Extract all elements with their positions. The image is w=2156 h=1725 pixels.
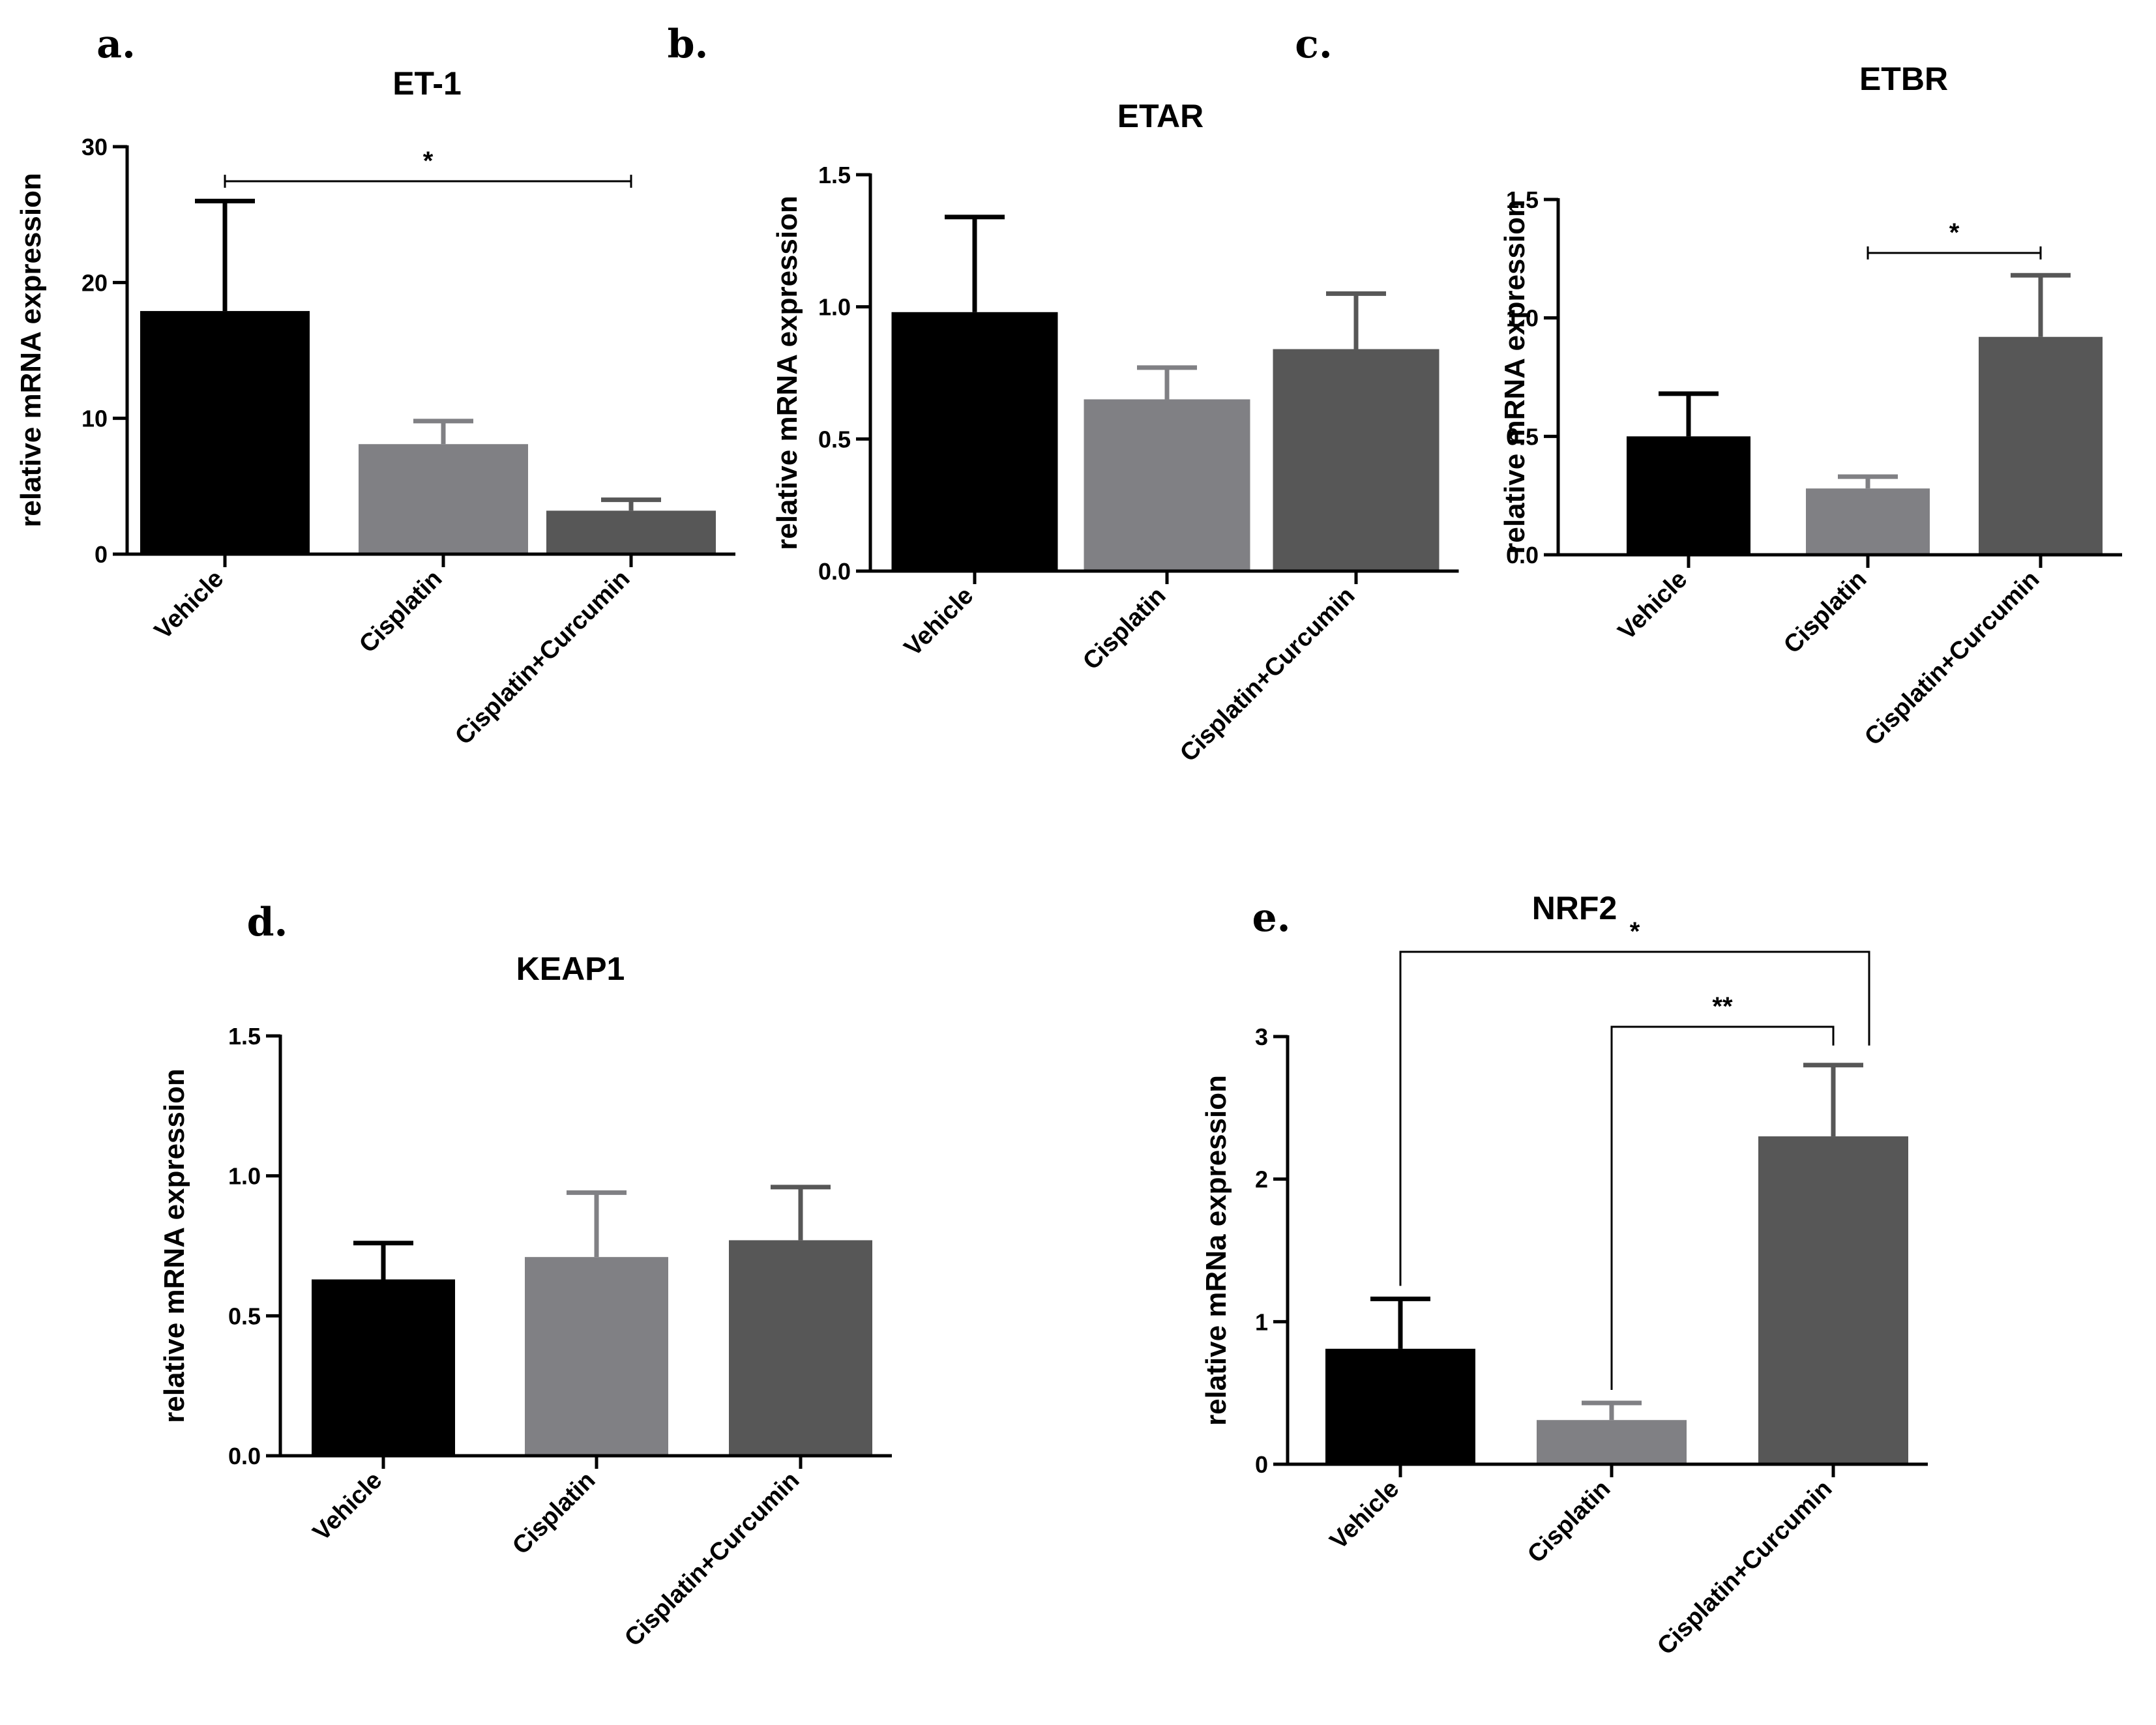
x-tick-label: Vehicle xyxy=(308,1467,387,1546)
x-tick-label: Cisplatin+Curcumin xyxy=(1859,566,2045,751)
y-tick-label: 1.5 xyxy=(228,1023,261,1050)
bar-2 xyxy=(1806,488,1930,555)
x-tick-label: Vehicle xyxy=(1613,566,1692,645)
y-tick-label: 1.5 xyxy=(818,162,851,188)
chart-panel-1: a. ET-1 relative mRNA expression 0 10 20 30 Veh… xyxy=(15,22,735,750)
y-tick-label: 1.0 xyxy=(818,294,851,321)
chart-panel-5: e. NRF2 relative mRNa expression 0 1 2 3 Vehicl… xyxy=(1200,890,1928,1660)
x-tick-label: Cisplatin xyxy=(1522,1475,1616,1569)
y-axis-label: relative mRNA expression xyxy=(15,173,47,527)
y-tick-label: 0.5 xyxy=(818,426,851,452)
panel-letter: c. xyxy=(1295,22,1332,67)
bar-1 xyxy=(891,312,1058,571)
bar-3 xyxy=(546,510,716,554)
y-tick-label: 0.0 xyxy=(818,558,851,585)
x-tick-label: Vehicle xyxy=(1325,1475,1404,1555)
significance-label: * xyxy=(423,147,434,175)
y-axis-label: relative mRNA expression xyxy=(1499,199,1531,554)
significance-label: ** xyxy=(1712,992,1733,1021)
chart-title: ETAR xyxy=(1117,98,1204,134)
chart-panel-4: d. KEAP1 relative mRNA expression 0.0 0.5 1.0… xyxy=(158,900,892,1652)
y-tick-label: 10 xyxy=(81,405,108,432)
y-tick-label: 0.5 xyxy=(228,1303,261,1329)
y-tick-label: 30 xyxy=(81,134,108,160)
y-tick-label: 0 xyxy=(95,541,108,568)
bar-3 xyxy=(1273,349,1440,571)
chart-panel-2: b. ETAR relative mRNA expression 0.0 0.5 1.0 1… xyxy=(668,22,1459,767)
bar-2 xyxy=(1084,399,1250,571)
bar-3 xyxy=(729,1240,872,1456)
x-tick-label: Cisplatin xyxy=(354,565,447,658)
y-tick-label: 0.5 xyxy=(1506,423,1539,450)
bar-1 xyxy=(140,311,310,554)
y-tick-label: 1.0 xyxy=(228,1163,261,1190)
bar-1 xyxy=(1627,436,1750,555)
x-tick-label: Cisplatin xyxy=(1779,566,1872,659)
x-tick-label: Cisplatin xyxy=(1078,582,1171,675)
bar-2 xyxy=(1537,1420,1687,1464)
y-tick-label: 1.0 xyxy=(1506,305,1539,332)
y-tick-label: 2 xyxy=(1255,1166,1268,1193)
y-axis-label: relative mRNA expression xyxy=(158,1069,190,1423)
x-tick-label: Vehicle xyxy=(149,565,229,645)
panel-letter: e. xyxy=(1252,895,1290,941)
bar-2 xyxy=(359,444,528,554)
bar-3 xyxy=(1979,336,2103,555)
bar-3 xyxy=(1758,1136,1908,1464)
panel-letter: d. xyxy=(247,900,288,945)
y-tick-label: 0.0 xyxy=(228,1443,261,1469)
x-tick-label: Cisplatin+Curcumin xyxy=(619,1467,805,1652)
y-tick-label: 1.5 xyxy=(1506,186,1539,213)
bar-1 xyxy=(1325,1348,1475,1464)
significance-bracket xyxy=(1610,1025,1835,1390)
y-axis-label: relative mRNA expression xyxy=(771,196,803,550)
y-tick-label: 1 xyxy=(1255,1308,1268,1335)
chart-title: ET-1 xyxy=(392,65,462,102)
significance-label: * xyxy=(1949,218,1960,247)
x-tick-label: Vehicle xyxy=(899,582,979,662)
y-axis-label: relative mRNa expression xyxy=(1200,1075,1232,1426)
panel-letter: b. xyxy=(668,22,709,67)
panel-letter: a. xyxy=(96,22,136,67)
significance-label: * xyxy=(1630,917,1640,946)
chart-title: ETBR xyxy=(1859,61,1948,97)
x-tick-label: Cisplatin+Curcumin xyxy=(1652,1475,1837,1660)
x-tick-label: Cisplatin+Curcumin xyxy=(450,565,635,750)
y-tick-label: 0.0 xyxy=(1506,542,1539,568)
x-tick-label: Cisplatin+Curcumin xyxy=(1175,582,1360,767)
bar-2 xyxy=(525,1257,668,1456)
y-tick-label: 20 xyxy=(81,269,108,296)
chart-title: NRF2 xyxy=(1532,890,1617,926)
y-tick-label: 0 xyxy=(1255,1451,1268,1478)
chart-title: KEAP1 xyxy=(516,951,625,987)
y-tick-label: 3 xyxy=(1255,1024,1268,1050)
significance-bracket xyxy=(1399,951,1870,1286)
bar-1 xyxy=(312,1279,455,1456)
x-tick-label: Cisplatin xyxy=(507,1467,600,1560)
